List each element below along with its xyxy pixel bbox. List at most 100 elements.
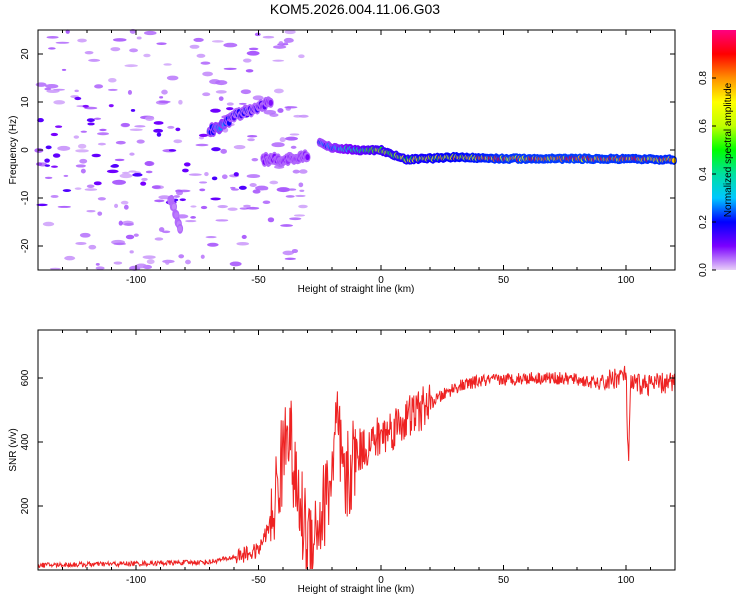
noise-blob <box>217 204 228 209</box>
noise-blob <box>158 100 171 104</box>
noise-blob-strong <box>54 125 63 128</box>
noise-blob <box>65 29 70 34</box>
spectrogram-y-ticks: -20 -10 0 10 20 <box>20 48 675 253</box>
noise-blob <box>240 89 252 95</box>
noise-blob <box>276 187 291 193</box>
noise-blob-strong <box>74 96 82 101</box>
noise-blob <box>199 188 206 192</box>
noise-blob <box>298 54 305 59</box>
noise-blob <box>97 142 106 146</box>
noise-blob <box>218 96 224 101</box>
noise-blob <box>94 84 104 89</box>
noise-blob <box>114 158 125 162</box>
snr-x-tick-label: -50 <box>251 575 266 586</box>
spectrogram-x-tick-label: 100 <box>618 275 635 286</box>
noise-blob <box>163 63 172 66</box>
noise-blob <box>226 102 234 106</box>
noise-blob <box>86 209 96 213</box>
figure-title: KOM5.2026.004.11.06.G03 <box>270 1 440 17</box>
noise-blob <box>215 90 227 94</box>
snr-y-tick-label: 400 <box>20 433 31 450</box>
colorbar: 0.0 0.2 0.4 0.6 0.8 Normalized spectral ampl… <box>698 30 736 277</box>
noise-blob <box>75 164 86 168</box>
noise-blob <box>299 169 308 174</box>
noise-blob-strong <box>108 104 114 108</box>
snr-panel: -100 -50 0 50 100 200 400 600 Height of straig… <box>8 329 676 595</box>
noise-blob <box>64 255 76 261</box>
noise-blob <box>282 250 294 256</box>
noise-blob <box>75 149 89 153</box>
noise-blob <box>277 108 284 113</box>
colorbar-tick-label: 0.4 <box>698 167 709 181</box>
spectrogram-y-label: Frequency (Hz) <box>8 116 19 185</box>
noise-blob <box>134 125 146 128</box>
noise-blob <box>107 88 118 91</box>
noise-blob <box>299 189 305 192</box>
colorbar-tick-label: 0.8 <box>698 71 709 85</box>
lower-cluster-mark <box>305 154 310 161</box>
noise-blob <box>238 102 247 105</box>
noise-blob-strong <box>153 128 164 133</box>
noise-blob <box>245 69 254 73</box>
noise-blob-strong <box>238 185 247 190</box>
noise-blob <box>97 197 106 201</box>
snr-series-line <box>37 365 676 570</box>
noise-blob-strong <box>106 169 119 174</box>
noise-blob <box>129 152 135 156</box>
noise-blob <box>158 227 165 233</box>
noise-blob <box>220 148 227 154</box>
noise-blob <box>211 40 224 43</box>
noise-blob <box>188 173 202 176</box>
noise-blob <box>271 142 285 148</box>
noise-blob-strong <box>87 122 95 126</box>
noise-blob-strong <box>226 107 234 111</box>
spectrogram-x-label: Height of straight line (km) <box>298 284 415 295</box>
noise-blob <box>247 135 258 138</box>
noise-blob <box>110 47 121 52</box>
noise-blob <box>230 188 240 191</box>
noise-blob <box>151 185 161 189</box>
noise-blob <box>77 143 87 149</box>
noise-blob <box>119 173 133 179</box>
noise-blob <box>189 44 200 49</box>
noise-blob <box>173 195 180 198</box>
noise-blob-strong <box>179 198 186 202</box>
noise-blob <box>273 88 284 94</box>
noise-blob <box>74 89 79 93</box>
noise-blob <box>80 130 88 133</box>
colorbar-label: Normalized spectral amplitude <box>723 82 734 217</box>
snr-x-tick-label: 0 <box>378 575 384 586</box>
descending-band-mark <box>174 212 179 219</box>
noise-blob <box>215 80 228 86</box>
noise-blob <box>50 194 59 198</box>
noise-blob <box>262 200 271 205</box>
noise-blob <box>291 249 299 254</box>
noise-blob <box>108 77 117 83</box>
noise-blob <box>115 140 126 145</box>
noise-blob <box>125 234 135 240</box>
noise-blob <box>202 92 211 97</box>
noise-blob <box>298 182 304 188</box>
noise-blob <box>293 214 306 217</box>
noise-blob-strong <box>182 168 189 173</box>
noise-blob <box>86 184 95 189</box>
noise-blob <box>143 30 157 36</box>
noise-blob <box>61 68 67 71</box>
snr-x-tick-label: 100 <box>618 575 635 586</box>
noise-blob <box>88 244 97 250</box>
noise-blob <box>289 133 300 136</box>
noise-blob <box>145 170 153 174</box>
noise-blob <box>223 42 238 48</box>
noise-blob <box>113 242 126 246</box>
noise-blob <box>262 35 275 39</box>
noise-blob <box>298 114 309 118</box>
noise-blob <box>88 58 101 62</box>
noise-blob <box>120 122 130 128</box>
noise-blob-strong <box>175 127 181 132</box>
noise-blob <box>84 51 94 55</box>
noise-blob <box>229 261 242 267</box>
noise-blob-strong <box>211 147 221 152</box>
noise-blob <box>46 35 59 39</box>
noise-blob <box>124 64 138 68</box>
